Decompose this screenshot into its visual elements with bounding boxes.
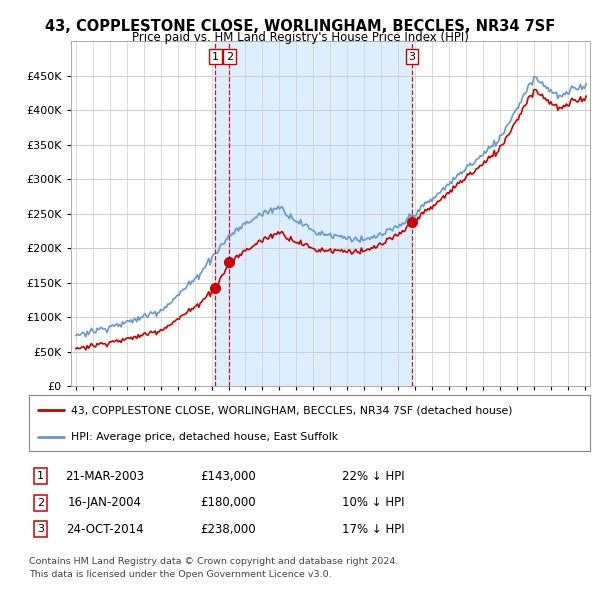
Text: 16-JAN-2004: 16-JAN-2004 bbox=[68, 496, 142, 509]
Text: 43, COPPLESTONE CLOSE, WORLINGHAM, BECCLES, NR34 7SF: 43, COPPLESTONE CLOSE, WORLINGHAM, BECCL… bbox=[45, 19, 555, 34]
Bar bbox=[229, 41, 412, 386]
Text: 2: 2 bbox=[37, 498, 44, 507]
Text: 1: 1 bbox=[212, 52, 219, 61]
Text: £180,000: £180,000 bbox=[200, 496, 256, 509]
Text: £143,000: £143,000 bbox=[200, 470, 256, 483]
Text: 22% ↓ HPI: 22% ↓ HPI bbox=[342, 470, 404, 483]
Text: 43, COPPLESTONE CLOSE, WORLINGHAM, BECCLES, NR34 7SF (detached house): 43, COPPLESTONE CLOSE, WORLINGHAM, BECCL… bbox=[71, 405, 512, 415]
Text: Contains HM Land Registry data © Crown copyright and database right 2024.: Contains HM Land Registry data © Crown c… bbox=[29, 557, 398, 566]
Text: Price paid vs. HM Land Registry's House Price Index (HPI): Price paid vs. HM Land Registry's House … bbox=[131, 31, 469, 44]
Text: HPI: Average price, detached house, East Suffolk: HPI: Average price, detached house, East… bbox=[71, 432, 338, 442]
Text: 1: 1 bbox=[37, 471, 44, 481]
Text: 3: 3 bbox=[409, 52, 415, 61]
Text: This data is licensed under the Open Government Licence v3.0.: This data is licensed under the Open Gov… bbox=[29, 570, 331, 579]
Text: 24-OCT-2014: 24-OCT-2014 bbox=[66, 523, 144, 536]
Bar bbox=[215, 41, 229, 386]
Text: 2: 2 bbox=[226, 52, 233, 61]
Text: 3: 3 bbox=[37, 525, 44, 534]
Text: £238,000: £238,000 bbox=[200, 523, 256, 536]
Text: 21-MAR-2003: 21-MAR-2003 bbox=[65, 470, 145, 483]
Text: 17% ↓ HPI: 17% ↓ HPI bbox=[342, 523, 404, 536]
Text: 10% ↓ HPI: 10% ↓ HPI bbox=[342, 496, 404, 509]
